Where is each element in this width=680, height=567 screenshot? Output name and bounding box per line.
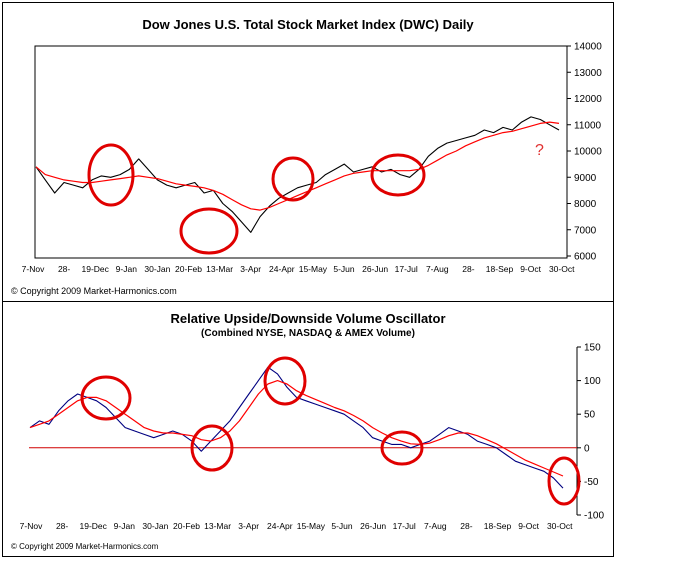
circle-osc-jul-2009 xyxy=(380,430,424,466)
x-tick-label: 28- xyxy=(460,521,472,531)
circle-osc-oct-2009 xyxy=(547,456,581,506)
x-tick-label: 7-Aug xyxy=(424,521,447,531)
y-tick-label: 10000 xyxy=(574,147,602,158)
oscillator-chart: -100 -50 0 50 100 150 7-Nov 28- 19-Dec 9-Jan 30-J… xyxy=(20,343,605,532)
y-tick-label: 8000 xyxy=(574,199,597,210)
y-tick-label: 11000 xyxy=(574,120,602,131)
oscillator-highlight-circles xyxy=(80,356,581,506)
y-tick-label: 0 xyxy=(584,443,590,454)
dwc-panel: Dow Jones U.S. Total Stock Market Index … xyxy=(2,2,614,302)
series-line-primary xyxy=(35,116,560,233)
dwc-y-axis: 6000 7000 8000 9000 10000 11000 12000 13000 1400… xyxy=(567,42,602,263)
x-tick-label: 7-Nov xyxy=(22,264,45,274)
x-tick-label: 15-May xyxy=(299,264,328,274)
series-line-moving-average xyxy=(35,121,560,211)
dwc-chart: 6000 7000 8000 9000 10000 11000 12000 13000 1400… xyxy=(22,42,603,275)
x-tick-label: 20-Feb xyxy=(175,264,202,274)
y-tick-label: 14000 xyxy=(574,42,602,53)
x-tick-label: 30-Oct xyxy=(547,521,573,531)
y-tick-label: 50 xyxy=(584,410,596,421)
x-tick-label: 28- xyxy=(58,264,70,274)
x-tick-label: 24-Apr xyxy=(267,521,293,531)
y-tick-label: 12000 xyxy=(574,94,602,105)
x-tick-label: 18-Sep xyxy=(484,521,512,531)
y-tick-label: 150 xyxy=(584,343,601,354)
x-tick-label: 9-Jan xyxy=(116,264,138,274)
dwc-series xyxy=(35,116,560,233)
x-tick-label: 20-Feb xyxy=(173,521,200,531)
x-tick-label: 18-Sep xyxy=(486,264,514,274)
x-tick-label: 30-Oct xyxy=(549,264,575,274)
y-tick-label: 100 xyxy=(584,376,601,387)
x-tick-label: 15-May xyxy=(297,521,326,531)
x-tick-label: 17-Jul xyxy=(395,264,418,274)
x-tick-label: 30-Jan xyxy=(144,264,170,274)
circle-mar-2009 xyxy=(179,207,239,255)
dwc-highlight-circles xyxy=(87,143,426,255)
dwc-chart-title: Dow Jones U.S. Total Stock Market Index … xyxy=(142,17,474,32)
y-tick-label: 7000 xyxy=(574,225,597,236)
circle-osc-apr-2009 xyxy=(263,356,307,406)
x-tick-label: 26-Jun xyxy=(360,521,386,531)
question-mark-annotation: ? xyxy=(535,142,544,159)
y-tick-label: -100 xyxy=(584,511,604,522)
x-tick-label: 19-Dec xyxy=(79,521,107,531)
circle-dec-2008 xyxy=(87,143,135,207)
oscillator-y-axis: -100 -50 0 50 100 150 xyxy=(577,343,604,522)
circle-osc-dec-2008 xyxy=(80,375,132,421)
y-tick-label: 6000 xyxy=(574,252,597,263)
x-tick-label: 5-Jun xyxy=(333,264,355,274)
dwc-plot-frame xyxy=(34,45,568,259)
oscillator-copyright: © Copyright 2009 Market-Harmonics.com xyxy=(11,542,159,551)
x-tick-label: 28- xyxy=(462,264,474,274)
x-tick-label: 9-Oct xyxy=(520,264,541,274)
oscillator-chart-title: Relative Upside/Downside Volume Oscillat… xyxy=(170,311,446,326)
x-tick-label: 26-Jun xyxy=(362,264,388,274)
x-tick-label: 3-Apr xyxy=(238,521,259,531)
series-line-primary xyxy=(29,366,564,489)
oscillator-series xyxy=(29,366,564,489)
y-tick-label: 9000 xyxy=(574,173,597,184)
x-tick-label: 5-Jun xyxy=(331,521,353,531)
x-tick-label: 24-Apr xyxy=(269,264,295,274)
x-tick-label: 13-Mar xyxy=(204,521,231,531)
oscillator-panel: Relative Upside/Downside Volume Oscillat… xyxy=(2,301,614,557)
circle-may-2009 xyxy=(271,156,315,202)
x-tick-label: 9-Oct xyxy=(518,521,539,531)
circle-osc-mar-2009 xyxy=(190,424,234,472)
oscillator-x-axis: 7-Nov 28- 19-Dec 9-Jan 30-Jan 20-Feb 13-Mar 3-A… xyxy=(20,521,573,531)
y-tick-label: -50 xyxy=(584,477,599,488)
x-tick-label: 3-Apr xyxy=(240,264,261,274)
oscillator-chart-subtitle: (Combined NYSE, NASDAQ & AMEX Volume) xyxy=(201,328,415,339)
x-tick-label: 9-Jan xyxy=(114,521,136,531)
x-tick-label: 30-Jan xyxy=(142,521,168,531)
x-tick-label: 13-Mar xyxy=(206,264,233,274)
y-tick-label: 13000 xyxy=(574,68,602,79)
x-tick-label: 28- xyxy=(56,521,68,531)
x-tick-label: 7-Nov xyxy=(20,521,43,531)
x-tick-label: 17-Jul xyxy=(393,521,416,531)
x-tick-label: 7-Aug xyxy=(426,264,449,274)
series-line-moving-average xyxy=(29,379,564,477)
dwc-copyright: © Copyright 2009 Market-Harmonics.com xyxy=(11,286,177,296)
dwc-x-axis: 7-Nov 28- 19-Dec 9-Jan 30-Jan 20-Feb 13-Mar 3-A… xyxy=(22,264,575,274)
circle-jul-2009 xyxy=(370,153,426,197)
x-tick-label: 19-Dec xyxy=(81,264,109,274)
